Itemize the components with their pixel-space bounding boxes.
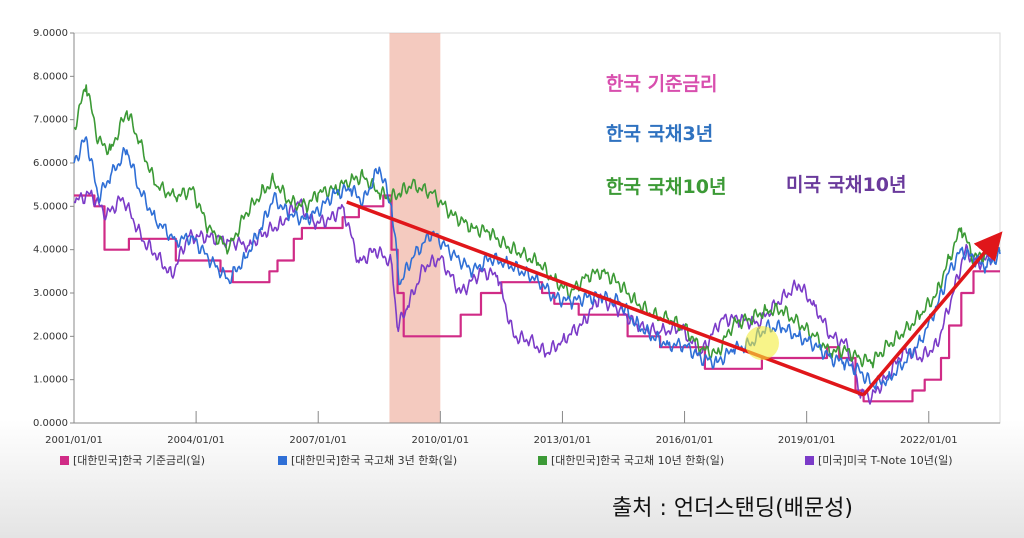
series-line-3 [73,189,1001,405]
x-tick-label: 2010/01/01 [412,435,470,446]
y-tick-label: 8.0000 [33,71,68,82]
y-tick-label: 9.0000 [33,28,68,39]
trend-arrow-0 [346,200,865,397]
series-line-2 [73,84,1001,369]
y-tick-label: 3.0000 [33,288,68,299]
y-tick-label: 6.0000 [33,158,68,169]
x-tick-label: 2019/01/01 [778,435,836,446]
x-tick-label: 2013/01/01 [534,435,592,446]
legend-label: [대한민국]한국 국고채 3년 한화(일) [291,454,458,467]
annotation-us-10y-note: 미국 국채10년 [786,174,906,196]
legend-label: [대한민국]한국 기준금리(일) [73,454,205,467]
y-tick-label: 4.0000 [33,245,68,256]
legend: [대한민국]한국 기준금리(일) [대한민국]한국 국고채 3년 한화(일) [… [60,452,1010,472]
annotation-korea-3y-bond: 한국 국채3년 [606,123,713,145]
trend-arrow-1 [862,231,1003,396]
y-tick-label: 5.0000 [33,201,68,212]
annotation-korea-base-rate: 한국 기준금리 [606,73,718,95]
x-tick-label: 2004/01/01 [167,435,225,446]
x-tick-label: 2001/01/01 [45,435,103,446]
legend-swatch [60,456,69,465]
legend-label: [미국]미국 T-Note 10년(일) [818,454,953,467]
legend-item-korea-3y-bond: [대한민국]한국 국고채 3년 한화(일) [278,452,457,468]
series-line-1 [73,136,1001,390]
legend-swatch [805,456,814,465]
legend-swatch [278,456,287,465]
highlight-marker [745,326,779,360]
y-tick-label: 1.0000 [33,375,68,386]
x-tick-label: 2007/01/01 [289,435,347,446]
legend-label: [대한민국]한국 국고채 10년 한화(일) [551,454,725,467]
series-line-0 [74,194,1000,403]
legend-swatch [538,456,547,465]
legend-item-korea-10y-bond: [대한민국]한국 국고채 10년 한화(일) [538,452,724,468]
x-tick-label: 2022/01/01 [900,435,958,446]
x-tick-label: 2016/01/01 [656,435,714,446]
legend-item-us-10y-note: [미국]미국 T-Note 10년(일) [805,452,953,468]
legend-item-korea-base-rate: [대한민국]한국 기준금리(일) [60,452,205,468]
y-tick-label: 2.0000 [33,331,68,342]
source-caption: 출처 : 언더스탠딩(배문성) [612,496,853,521]
annotation-korea-10y-bond: 한국 국채10년 [606,176,726,198]
y-tick-label: 0.0000 [33,418,68,429]
y-tick-label: 7.0000 [33,115,68,126]
